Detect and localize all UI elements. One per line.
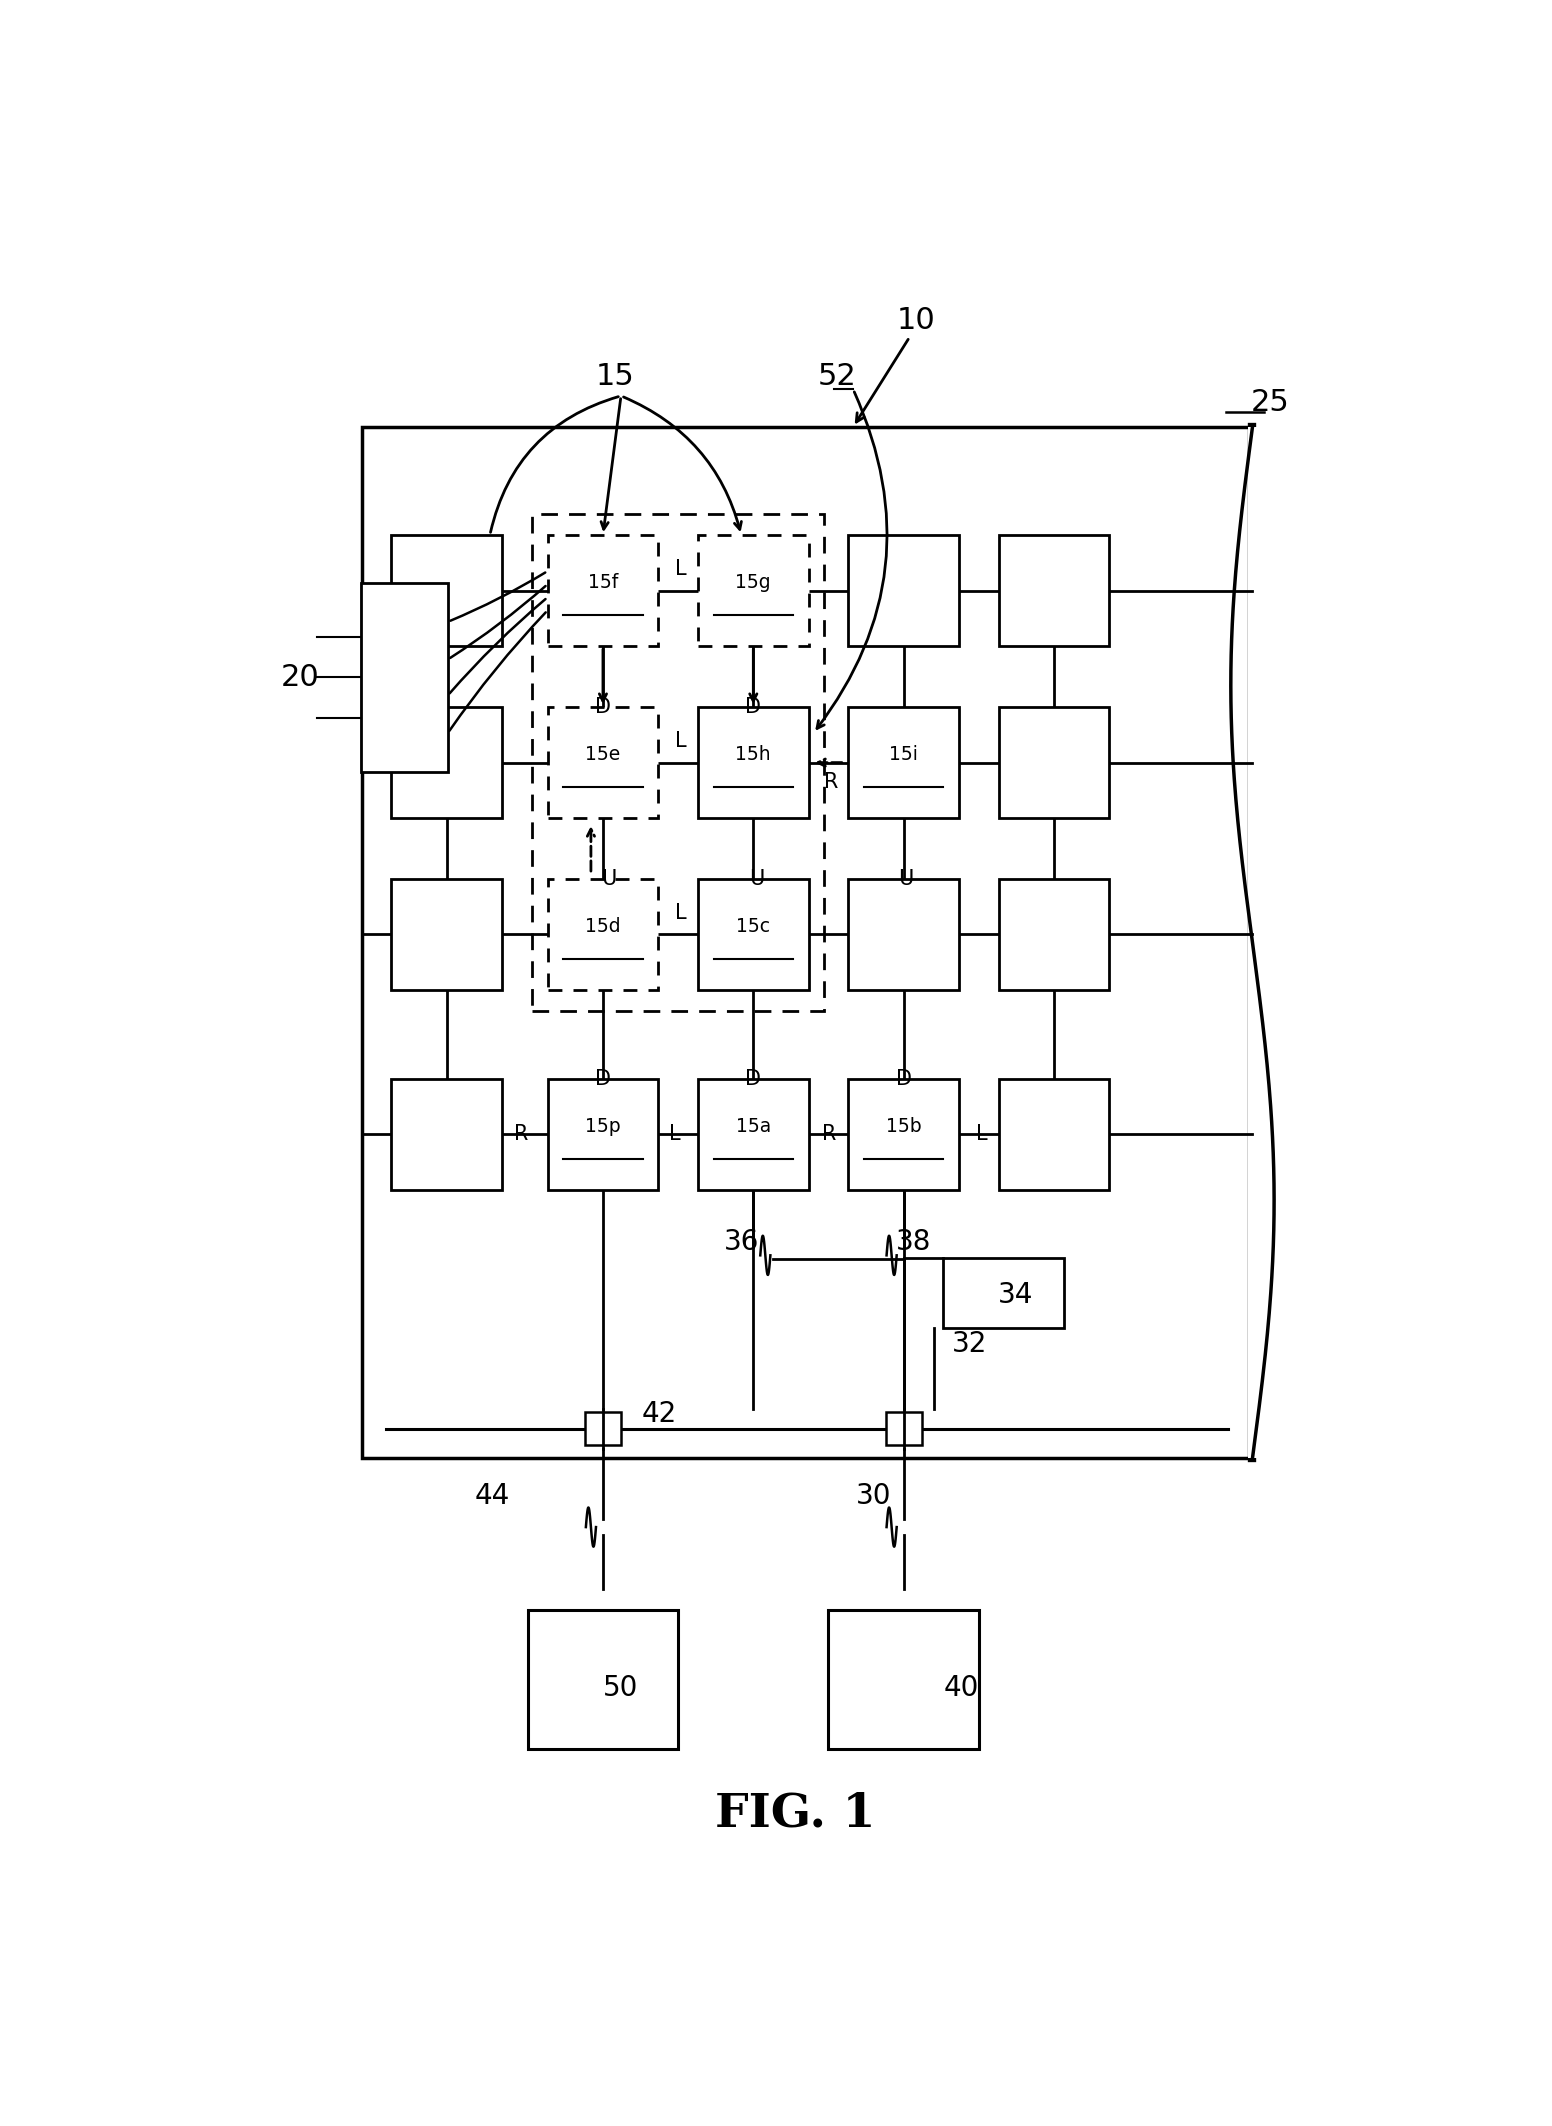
Text: 20: 20 bbox=[281, 663, 320, 691]
Bar bbox=[944, 1259, 1063, 1329]
Text: 52: 52 bbox=[818, 361, 857, 391]
Text: 15g: 15g bbox=[736, 574, 771, 591]
Text: U: U bbox=[601, 870, 616, 889]
Text: U: U bbox=[899, 870, 914, 889]
Text: 15: 15 bbox=[596, 361, 635, 391]
Bar bbox=[548, 878, 658, 991]
Text: R: R bbox=[823, 1125, 837, 1144]
Bar bbox=[998, 1078, 1110, 1191]
Bar bbox=[528, 1609, 678, 1750]
Text: 50: 50 bbox=[604, 1673, 639, 1701]
Text: 15a: 15a bbox=[736, 1116, 771, 1135]
Bar bbox=[585, 1412, 621, 1446]
Text: D: D bbox=[745, 697, 762, 716]
Text: 40: 40 bbox=[944, 1673, 979, 1701]
Bar bbox=[391, 708, 501, 819]
Text: 10: 10 bbox=[897, 306, 934, 336]
Text: 15h: 15h bbox=[736, 744, 771, 763]
Text: L: L bbox=[675, 559, 688, 580]
Bar bbox=[829, 1609, 979, 1750]
Text: R: R bbox=[514, 1125, 528, 1144]
Text: L: L bbox=[675, 904, 688, 923]
Text: 15d: 15d bbox=[585, 916, 621, 935]
Bar bbox=[849, 708, 959, 819]
Bar bbox=[548, 708, 658, 819]
Bar bbox=[698, 878, 809, 991]
Text: 15f: 15f bbox=[588, 574, 618, 591]
Bar bbox=[886, 1412, 922, 1446]
Text: FIG. 1: FIG. 1 bbox=[715, 1790, 875, 1837]
Bar bbox=[362, 583, 449, 772]
Bar bbox=[548, 536, 658, 646]
Text: D: D bbox=[594, 1069, 611, 1089]
Text: 42: 42 bbox=[643, 1401, 677, 1429]
Text: 34: 34 bbox=[998, 1280, 1034, 1310]
Text: 15p: 15p bbox=[585, 1116, 621, 1135]
Bar bbox=[698, 708, 809, 819]
Text: 15i: 15i bbox=[889, 744, 919, 763]
Text: 30: 30 bbox=[855, 1482, 891, 1509]
Bar bbox=[698, 1078, 809, 1191]
Text: D: D bbox=[745, 1069, 762, 1089]
Bar bbox=[391, 878, 501, 991]
Text: L: L bbox=[669, 1125, 681, 1144]
Bar bbox=[849, 878, 959, 991]
Bar bbox=[849, 1078, 959, 1191]
Text: D: D bbox=[594, 697, 611, 716]
Bar bbox=[532, 514, 824, 1012]
Bar bbox=[849, 536, 959, 646]
Bar bbox=[998, 536, 1110, 646]
Bar bbox=[998, 708, 1110, 819]
Text: 32: 32 bbox=[951, 1329, 987, 1359]
Bar bbox=[1248, 427, 1257, 1458]
Text: 36: 36 bbox=[723, 1229, 759, 1256]
Text: 15c: 15c bbox=[736, 916, 770, 935]
Text: 25: 25 bbox=[1251, 387, 1290, 417]
Text: 15e: 15e bbox=[585, 744, 621, 763]
Text: U: U bbox=[750, 870, 765, 889]
Text: L: L bbox=[976, 1125, 987, 1144]
Text: D: D bbox=[896, 1069, 911, 1089]
Text: R: R bbox=[824, 772, 838, 793]
Bar bbox=[362, 427, 1252, 1458]
Text: 44: 44 bbox=[475, 1482, 511, 1509]
Text: 15b: 15b bbox=[886, 1116, 922, 1135]
Text: 38: 38 bbox=[896, 1229, 931, 1256]
Bar bbox=[998, 878, 1110, 991]
Bar bbox=[698, 536, 809, 646]
Bar bbox=[391, 1078, 501, 1191]
Bar bbox=[391, 536, 501, 646]
Text: L: L bbox=[675, 731, 688, 750]
Bar bbox=[548, 1078, 658, 1191]
